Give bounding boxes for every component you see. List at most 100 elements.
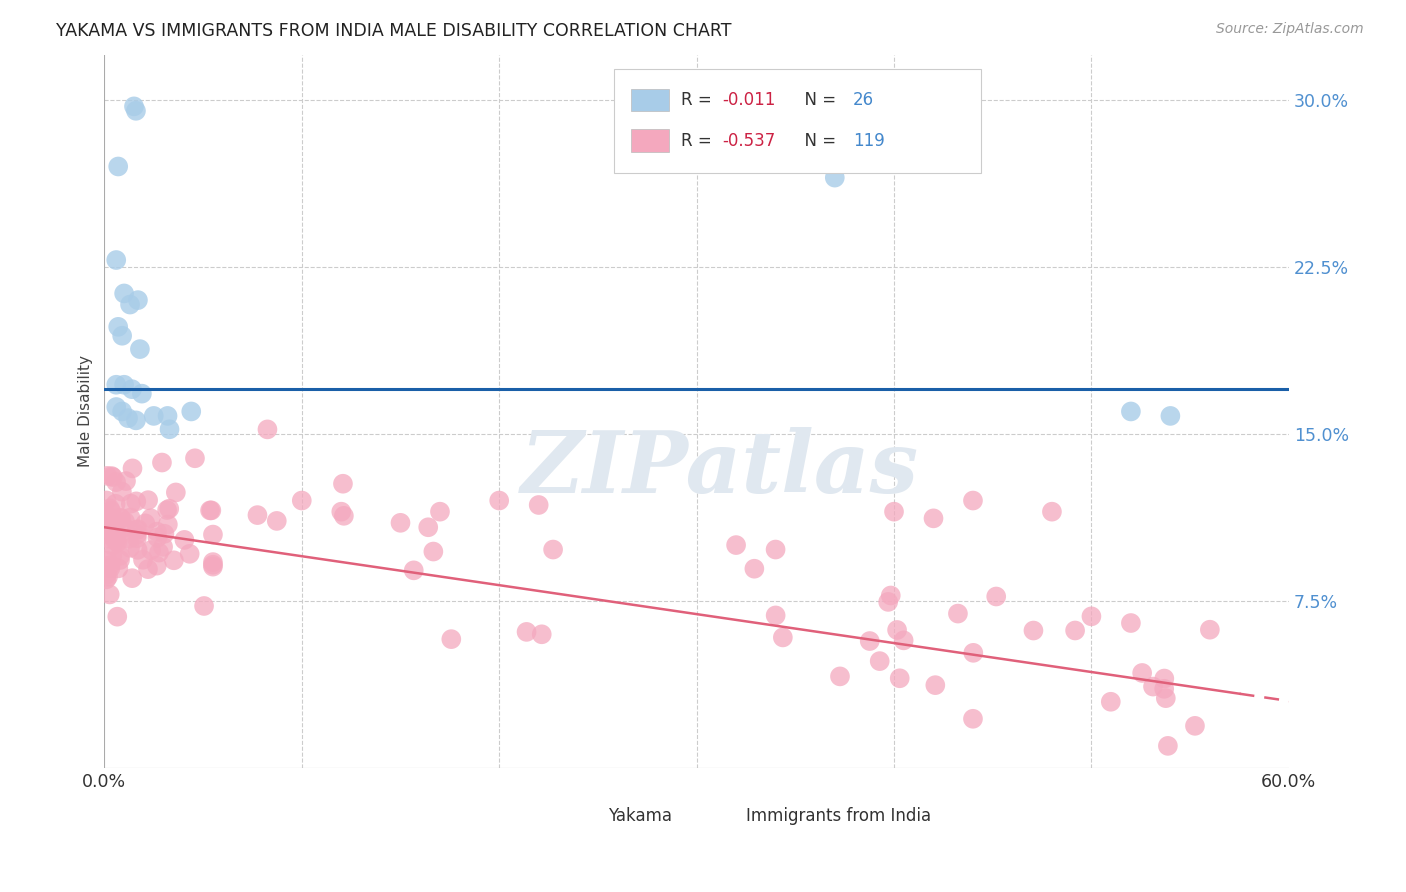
Text: 26: 26	[853, 91, 875, 109]
Immigrants from India	[146, 558, 169, 573]
Immigrants from India	[98, 587, 121, 601]
Immigrants from India	[153, 526, 176, 541]
Immigrants from India	[200, 503, 222, 517]
Immigrants from India	[101, 549, 124, 563]
Immigrants from India	[150, 456, 173, 470]
Yakama	[122, 99, 145, 113]
Immigrants from India	[246, 508, 269, 522]
Immigrants from India	[332, 476, 354, 491]
Immigrants from India	[893, 633, 915, 648]
Immigrants from India	[962, 493, 984, 508]
Immigrants from India	[96, 554, 118, 568]
Yakama	[121, 382, 143, 396]
Immigrants from India	[97, 527, 120, 541]
Immigrants from India	[402, 563, 425, 577]
Immigrants from India	[139, 511, 162, 525]
Yakama	[105, 253, 128, 268]
Immigrants from India	[125, 494, 148, 508]
Immigrants from India	[1119, 615, 1142, 630]
Yakama	[111, 328, 134, 343]
FancyBboxPatch shape	[700, 808, 737, 824]
Immigrants from India	[488, 493, 510, 508]
Immigrants from India	[127, 522, 149, 536]
Immigrants from India	[962, 646, 984, 660]
Immigrants from India	[146, 531, 169, 545]
Immigrants from India	[184, 451, 207, 466]
Immigrants from India	[101, 470, 124, 484]
Immigrants from India	[201, 558, 224, 572]
Immigrants from India	[859, 634, 882, 648]
Immigrants from India	[105, 535, 128, 549]
Immigrants from India	[114, 515, 136, 529]
Immigrants from India	[163, 553, 186, 567]
Yakama	[111, 404, 134, 418]
Immigrants from India	[889, 671, 911, 685]
Immigrants from India	[148, 545, 170, 559]
Yakama	[159, 422, 181, 436]
Immigrants from India	[136, 562, 159, 576]
Immigrants from India	[134, 516, 156, 531]
Immigrants from India	[104, 497, 127, 511]
Immigrants from India	[193, 599, 215, 613]
Immigrants from India	[429, 505, 451, 519]
Yakama	[180, 404, 202, 418]
Immigrants from India	[962, 712, 984, 726]
Immigrants from India	[418, 520, 440, 534]
Immigrants from India	[201, 559, 224, 574]
Yakama	[127, 293, 149, 307]
Yakama	[1159, 409, 1181, 423]
Immigrants from India	[765, 542, 787, 557]
Yakama	[824, 170, 846, 185]
Immigrants from India	[101, 511, 124, 525]
Immigrants from India	[141, 543, 163, 558]
Immigrants from India	[96, 508, 118, 523]
Immigrants from India	[111, 484, 134, 499]
Immigrants from India	[1022, 624, 1045, 638]
Immigrants from India	[105, 475, 128, 489]
Immigrants from India	[108, 549, 131, 563]
Immigrants from India	[946, 607, 969, 621]
Immigrants from India	[156, 517, 179, 532]
Immigrants from India	[96, 509, 118, 524]
Immigrants from India	[104, 533, 127, 548]
Immigrants from India	[880, 589, 903, 603]
Immigrants from India	[198, 503, 221, 517]
Text: Immigrants from India: Immigrants from India	[747, 807, 932, 825]
Immigrants from India	[100, 469, 122, 483]
FancyBboxPatch shape	[613, 70, 981, 173]
Text: -0.537: -0.537	[723, 132, 776, 150]
Immigrants from India	[118, 541, 141, 555]
Immigrants from India	[389, 516, 412, 530]
Yakama	[129, 342, 152, 356]
Immigrants from India	[333, 508, 356, 523]
Yakama	[125, 103, 148, 118]
Immigrants from India	[986, 590, 1008, 604]
Immigrants from India	[96, 567, 118, 582]
Immigrants from India	[530, 627, 553, 641]
Yakama	[105, 400, 128, 414]
Immigrants from India	[1142, 680, 1164, 694]
Immigrants from India	[515, 624, 537, 639]
Immigrants from India	[110, 511, 132, 525]
Immigrants from India	[165, 485, 187, 500]
Immigrants from India	[883, 505, 905, 519]
Immigrants from India	[1130, 665, 1153, 680]
FancyBboxPatch shape	[631, 129, 669, 152]
Text: ZIPatlas: ZIPatlas	[522, 426, 920, 510]
Immigrants from India	[201, 555, 224, 569]
Y-axis label: Male Disability: Male Disability	[79, 355, 93, 467]
Immigrants from India	[127, 542, 149, 557]
Yakama	[142, 409, 165, 423]
Immigrants from India	[136, 493, 159, 508]
Immigrants from India	[118, 532, 141, 546]
Immigrants from India	[1153, 672, 1175, 686]
Yakama	[117, 411, 139, 425]
Immigrants from India	[98, 521, 121, 535]
Yakama	[118, 297, 141, 311]
Immigrants from India	[527, 498, 550, 512]
Text: R =: R =	[682, 91, 717, 109]
Immigrants from India	[1157, 739, 1180, 753]
Yakama	[1119, 404, 1142, 418]
Immigrants from India	[156, 503, 179, 517]
Text: YAKAMA VS IMMIGRANTS FROM INDIA MALE DISABILITY CORRELATION CHART: YAKAMA VS IMMIGRANTS FROM INDIA MALE DIS…	[56, 22, 731, 40]
